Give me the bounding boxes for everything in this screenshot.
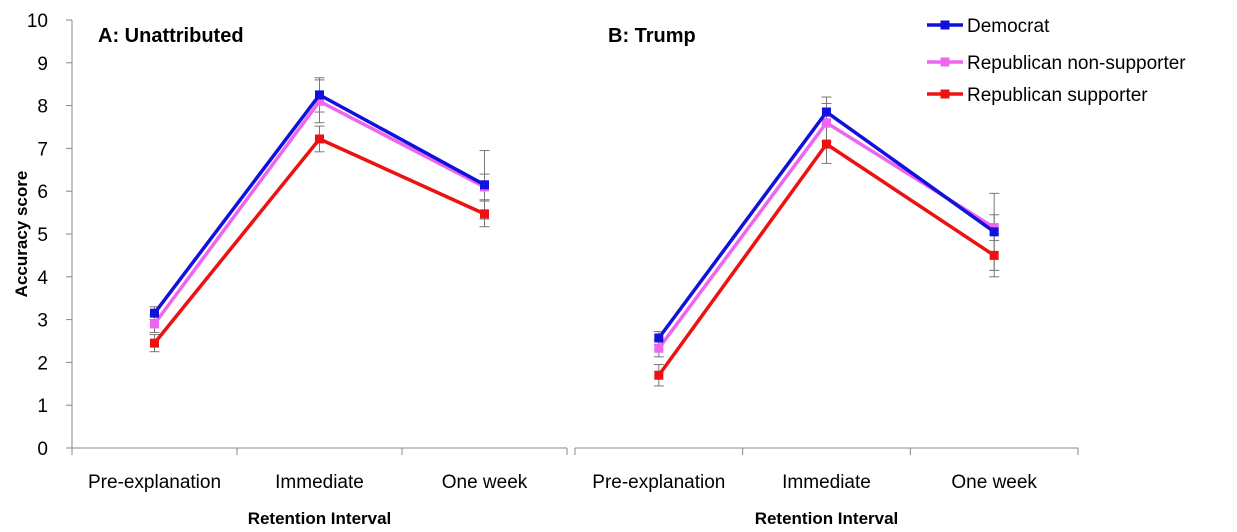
- data-point: [654, 370, 664, 380]
- x-axis-title: Retention Interval: [248, 509, 392, 527]
- data-point: [315, 134, 324, 144]
- x-tick-label: Pre-explanation: [88, 472, 221, 493]
- panel-title: A: Unattributed: [98, 25, 244, 47]
- y-tick-label: 5: [37, 225, 48, 246]
- data-point: [654, 343, 664, 353]
- data-point: [480, 180, 489, 190]
- y-tick-label: 0: [37, 439, 48, 460]
- legend-marker: [940, 89, 950, 99]
- y-axis-title: Accuracy score: [12, 171, 31, 298]
- data-point: [989, 250, 999, 260]
- data-point: [822, 139, 831, 149]
- x-tick-label: Pre-explanation: [592, 472, 725, 493]
- legend-marker: [940, 20, 950, 30]
- y-tick-label: 10: [27, 11, 48, 32]
- y-tick-label: 7: [37, 139, 48, 160]
- x-tick-label: Immediate: [782, 472, 871, 493]
- y-tick-label: 3: [37, 311, 48, 332]
- data-point: [480, 209, 489, 219]
- x-axis-title: Retention Interval: [755, 509, 899, 527]
- data-point: [315, 90, 324, 100]
- x-tick-label: One week: [951, 472, 1037, 493]
- data-point: [150, 308, 159, 318]
- data-point: [989, 227, 999, 237]
- data-point: [822, 118, 831, 128]
- legend-label: Republican non-supporter: [967, 53, 1186, 74]
- panel-title: B: Trump: [608, 25, 696, 47]
- data-point: [150, 338, 159, 348]
- y-tick-label: 9: [37, 54, 48, 75]
- x-tick-label: One week: [442, 472, 528, 493]
- data-point: [315, 96, 324, 106]
- legend-label: Republican supporter: [967, 85, 1148, 106]
- data-point: [654, 333, 664, 343]
- y-tick-label: 2: [37, 353, 48, 374]
- series-line: [153, 137, 486, 345]
- legend-marker: [940, 57, 950, 67]
- y-tick-label: 1: [37, 396, 48, 417]
- series-line: [657, 142, 996, 377]
- x-tick-label: Immediate: [275, 472, 364, 493]
- data-point: [150, 319, 159, 329]
- y-tick-label: 8: [37, 97, 48, 118]
- y-tick-label: 6: [37, 182, 48, 203]
- y-tick-label: 4: [37, 268, 48, 289]
- legend-label: Democrat: [967, 16, 1050, 37]
- data-point: [822, 107, 831, 117]
